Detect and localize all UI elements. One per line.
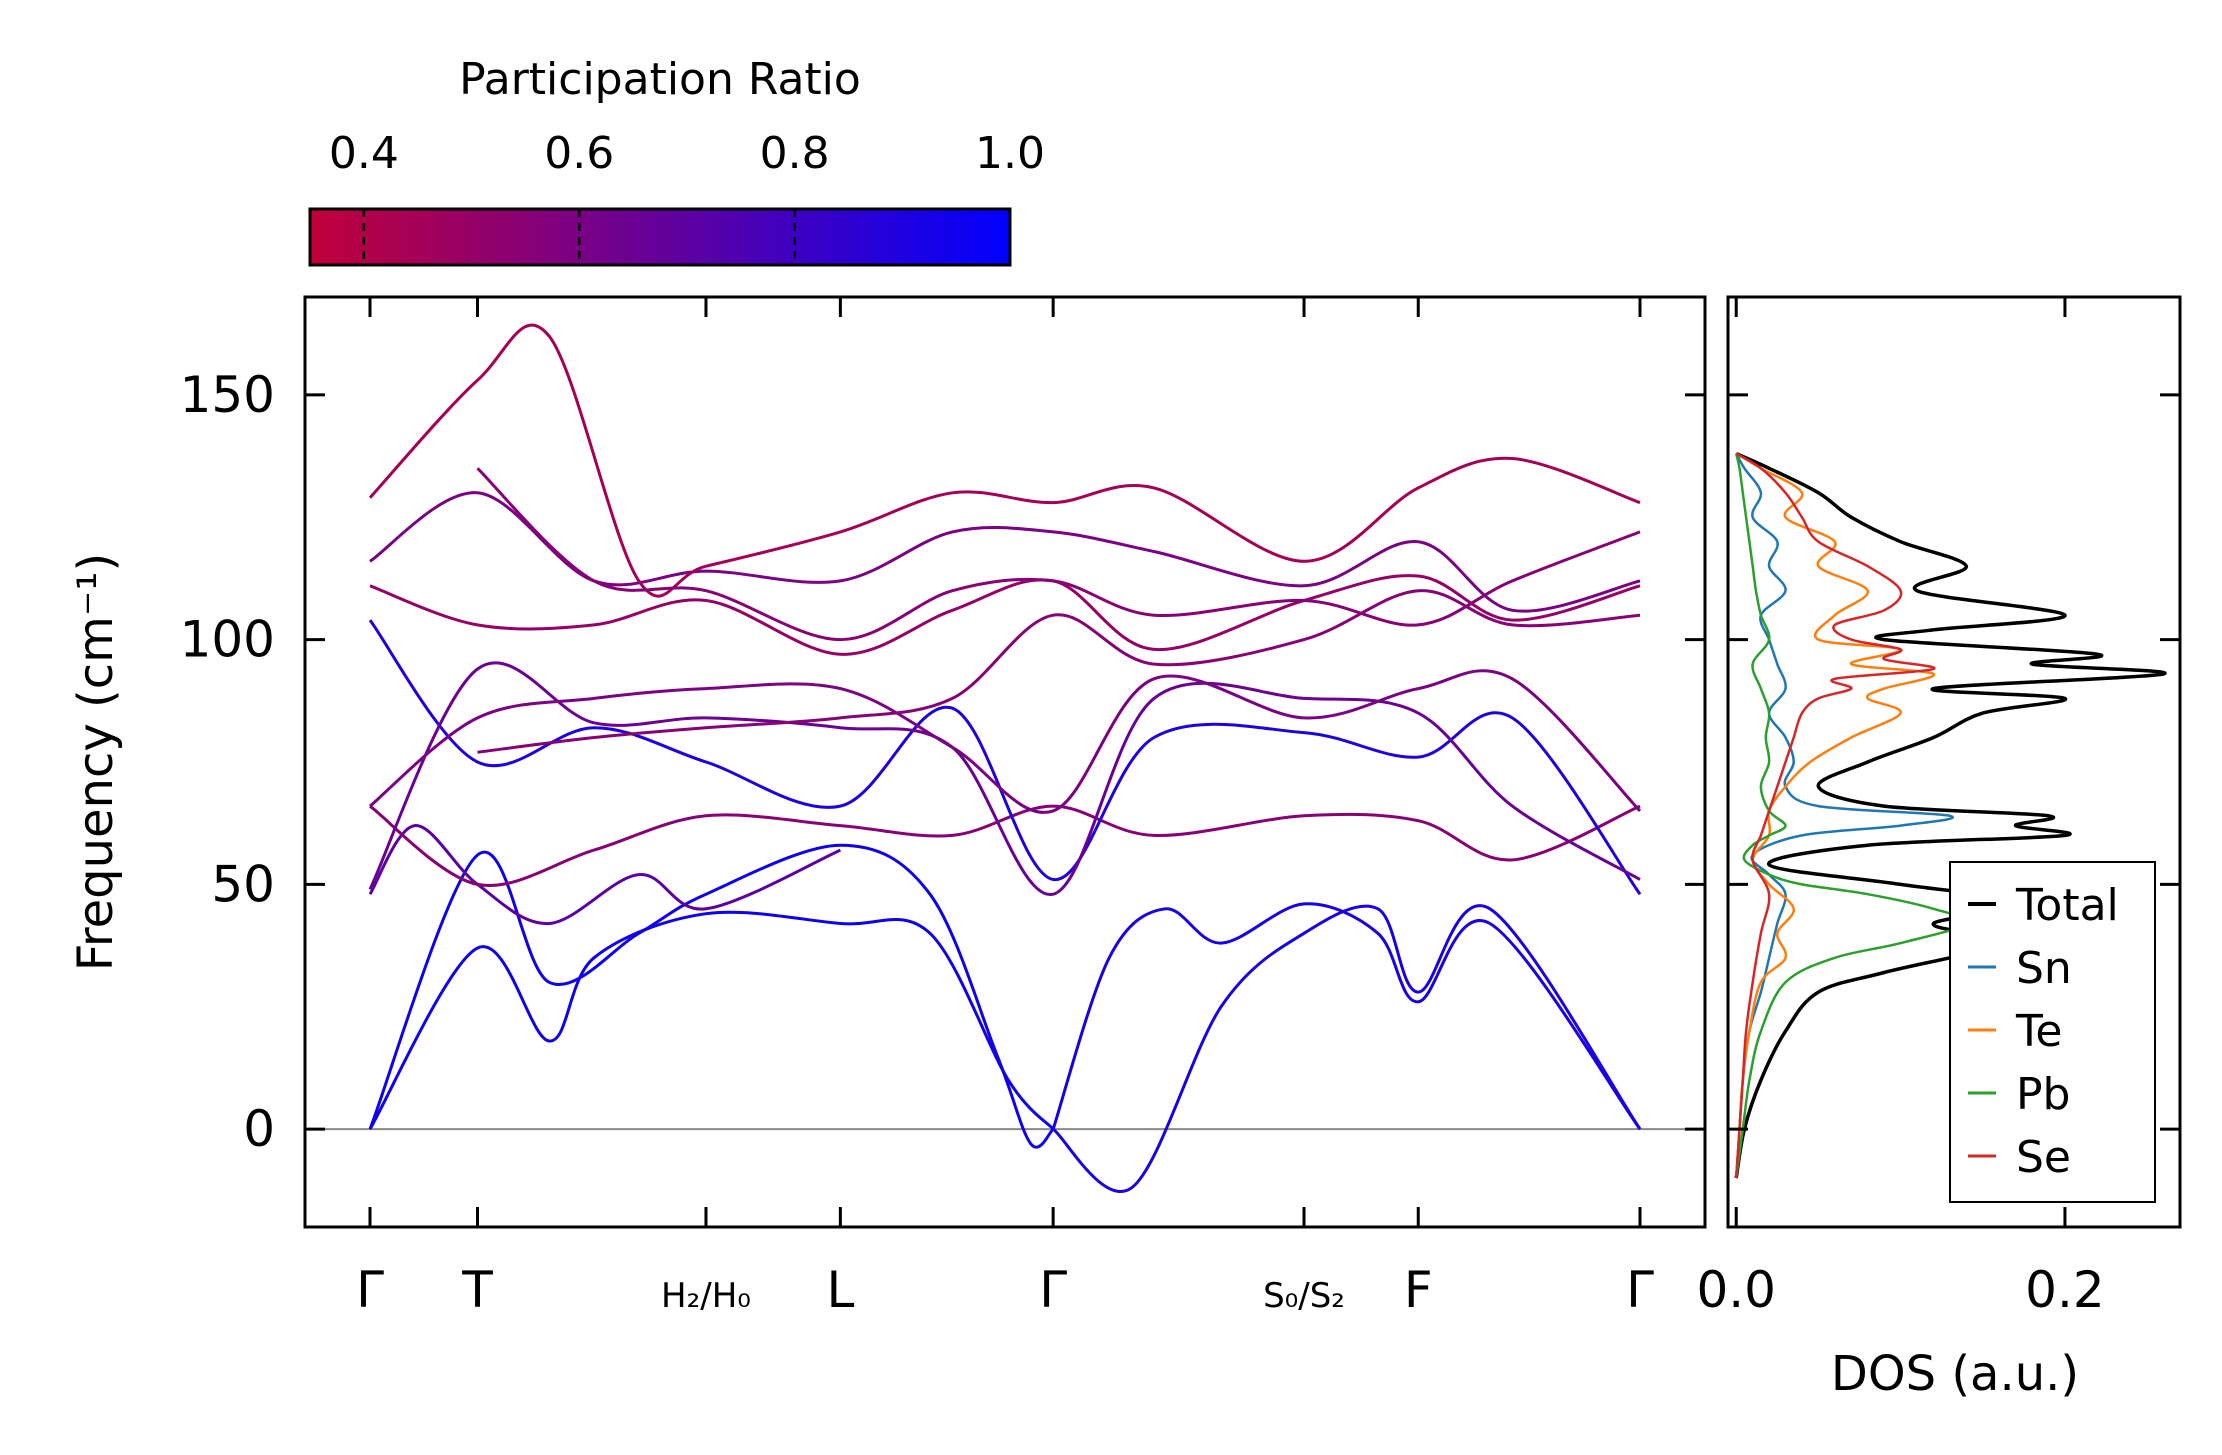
k-point-label: F xyxy=(1404,1261,1433,1319)
k-point-label: S₀/S₂ xyxy=(1263,1276,1345,1316)
dos-legend: Total Sn Te Pb Se xyxy=(1949,861,2156,1203)
dos-panel: 0.0 0.2 DOS (a.u.) Total Sn Te Pb Se xyxy=(1696,295,2182,1402)
y-tick-label: 50 xyxy=(211,855,275,913)
dos-line-pb xyxy=(1734,453,1969,1179)
k-point-label: Γ xyxy=(1626,1261,1654,1319)
phonon-branch-band-7 xyxy=(368,619,1642,896)
phonon-branch-band-2 xyxy=(368,843,1055,1149)
k-point-label: Γ xyxy=(356,1261,384,1319)
band-lines xyxy=(368,323,1642,1193)
phonon-branch-band-12 xyxy=(369,491,1641,613)
k-point-label: L xyxy=(826,1261,854,1319)
dos-x-tick-label: 0.2 xyxy=(2025,1261,2105,1319)
k-point-label: H₂/H₀ xyxy=(661,1276,751,1316)
dos-axis-ticks: 0.0 0.2 xyxy=(1696,297,2180,1319)
phonon-branch-band-13 xyxy=(368,323,1641,598)
dos-line-te xyxy=(1734,452,1935,1179)
phonon-branch-band-9 xyxy=(369,669,1642,814)
band-structure-panel: 0 50 100 150 Γ T H₂/H₀ L Γ S₀/S₂ F Γ Frequency (cm⁻… xyxy=(68,295,1707,1319)
legend-label-pb: Pb xyxy=(2016,1069,2070,1120)
y-axis-label: Frequency (cm⁻¹) xyxy=(68,553,124,971)
phonon-branch-band-11 xyxy=(369,574,1641,656)
phonon-branch-band-3 xyxy=(1052,904,1642,1193)
legend-label-te: Te xyxy=(2015,1006,2062,1057)
phonon-branch-band-5 xyxy=(368,824,842,926)
phonon-branch-band-1 xyxy=(368,910,1055,1131)
legend-label-sn: Sn xyxy=(2016,943,2072,994)
dos-line-sn xyxy=(1734,452,1954,1179)
y-tick-label: 0 xyxy=(243,1100,275,1158)
band-axis-ticks: 0 50 100 150 Γ T H₂/H₀ L Γ S₀/S₂ F Γ xyxy=(180,297,1705,1319)
colorbar-gradient xyxy=(308,207,1012,267)
y-tick-label: 100 xyxy=(180,611,275,669)
colorbar: Participation Ratio 0.4 0.6 0.8 1.0 xyxy=(308,54,1045,267)
y-tick-label: 150 xyxy=(180,366,275,424)
legend-label-total: Total xyxy=(2015,880,2119,931)
legend-label-se: Se xyxy=(2016,1132,2071,1183)
phonon-branch-band-10 xyxy=(477,589,1641,754)
dos-x-tick-label: 0.0 xyxy=(1696,1261,1776,1319)
dos-line-se xyxy=(1734,452,1936,1179)
colorbar-label: Participation Ratio xyxy=(459,54,861,105)
band-plot-frame xyxy=(303,295,1707,1229)
colorbar-tick-label: 0.6 xyxy=(544,128,614,179)
colorbar-tick-label: 0.8 xyxy=(760,128,830,179)
phonon-branch-band-8 xyxy=(368,661,1641,896)
k-point-label: T xyxy=(461,1261,493,1319)
phonon-branch-band-6 xyxy=(369,804,1641,887)
phonon-branch-band-14 xyxy=(476,467,1641,642)
k-point-label: Γ xyxy=(1039,1261,1067,1319)
dos-plot-frame xyxy=(1726,295,2182,1229)
legend-box xyxy=(1949,861,2156,1203)
colorbar-tick-label: 0.4 xyxy=(329,128,399,179)
dos-x-axis-label: DOS (a.u.) xyxy=(1831,1346,2079,1402)
colorbar-tick-label: 1.0 xyxy=(975,128,1045,179)
colorbar-ticks: 0.4 0.6 0.8 1.0 xyxy=(329,128,1045,265)
phonon-branch-band-4 xyxy=(1051,902,1642,1130)
